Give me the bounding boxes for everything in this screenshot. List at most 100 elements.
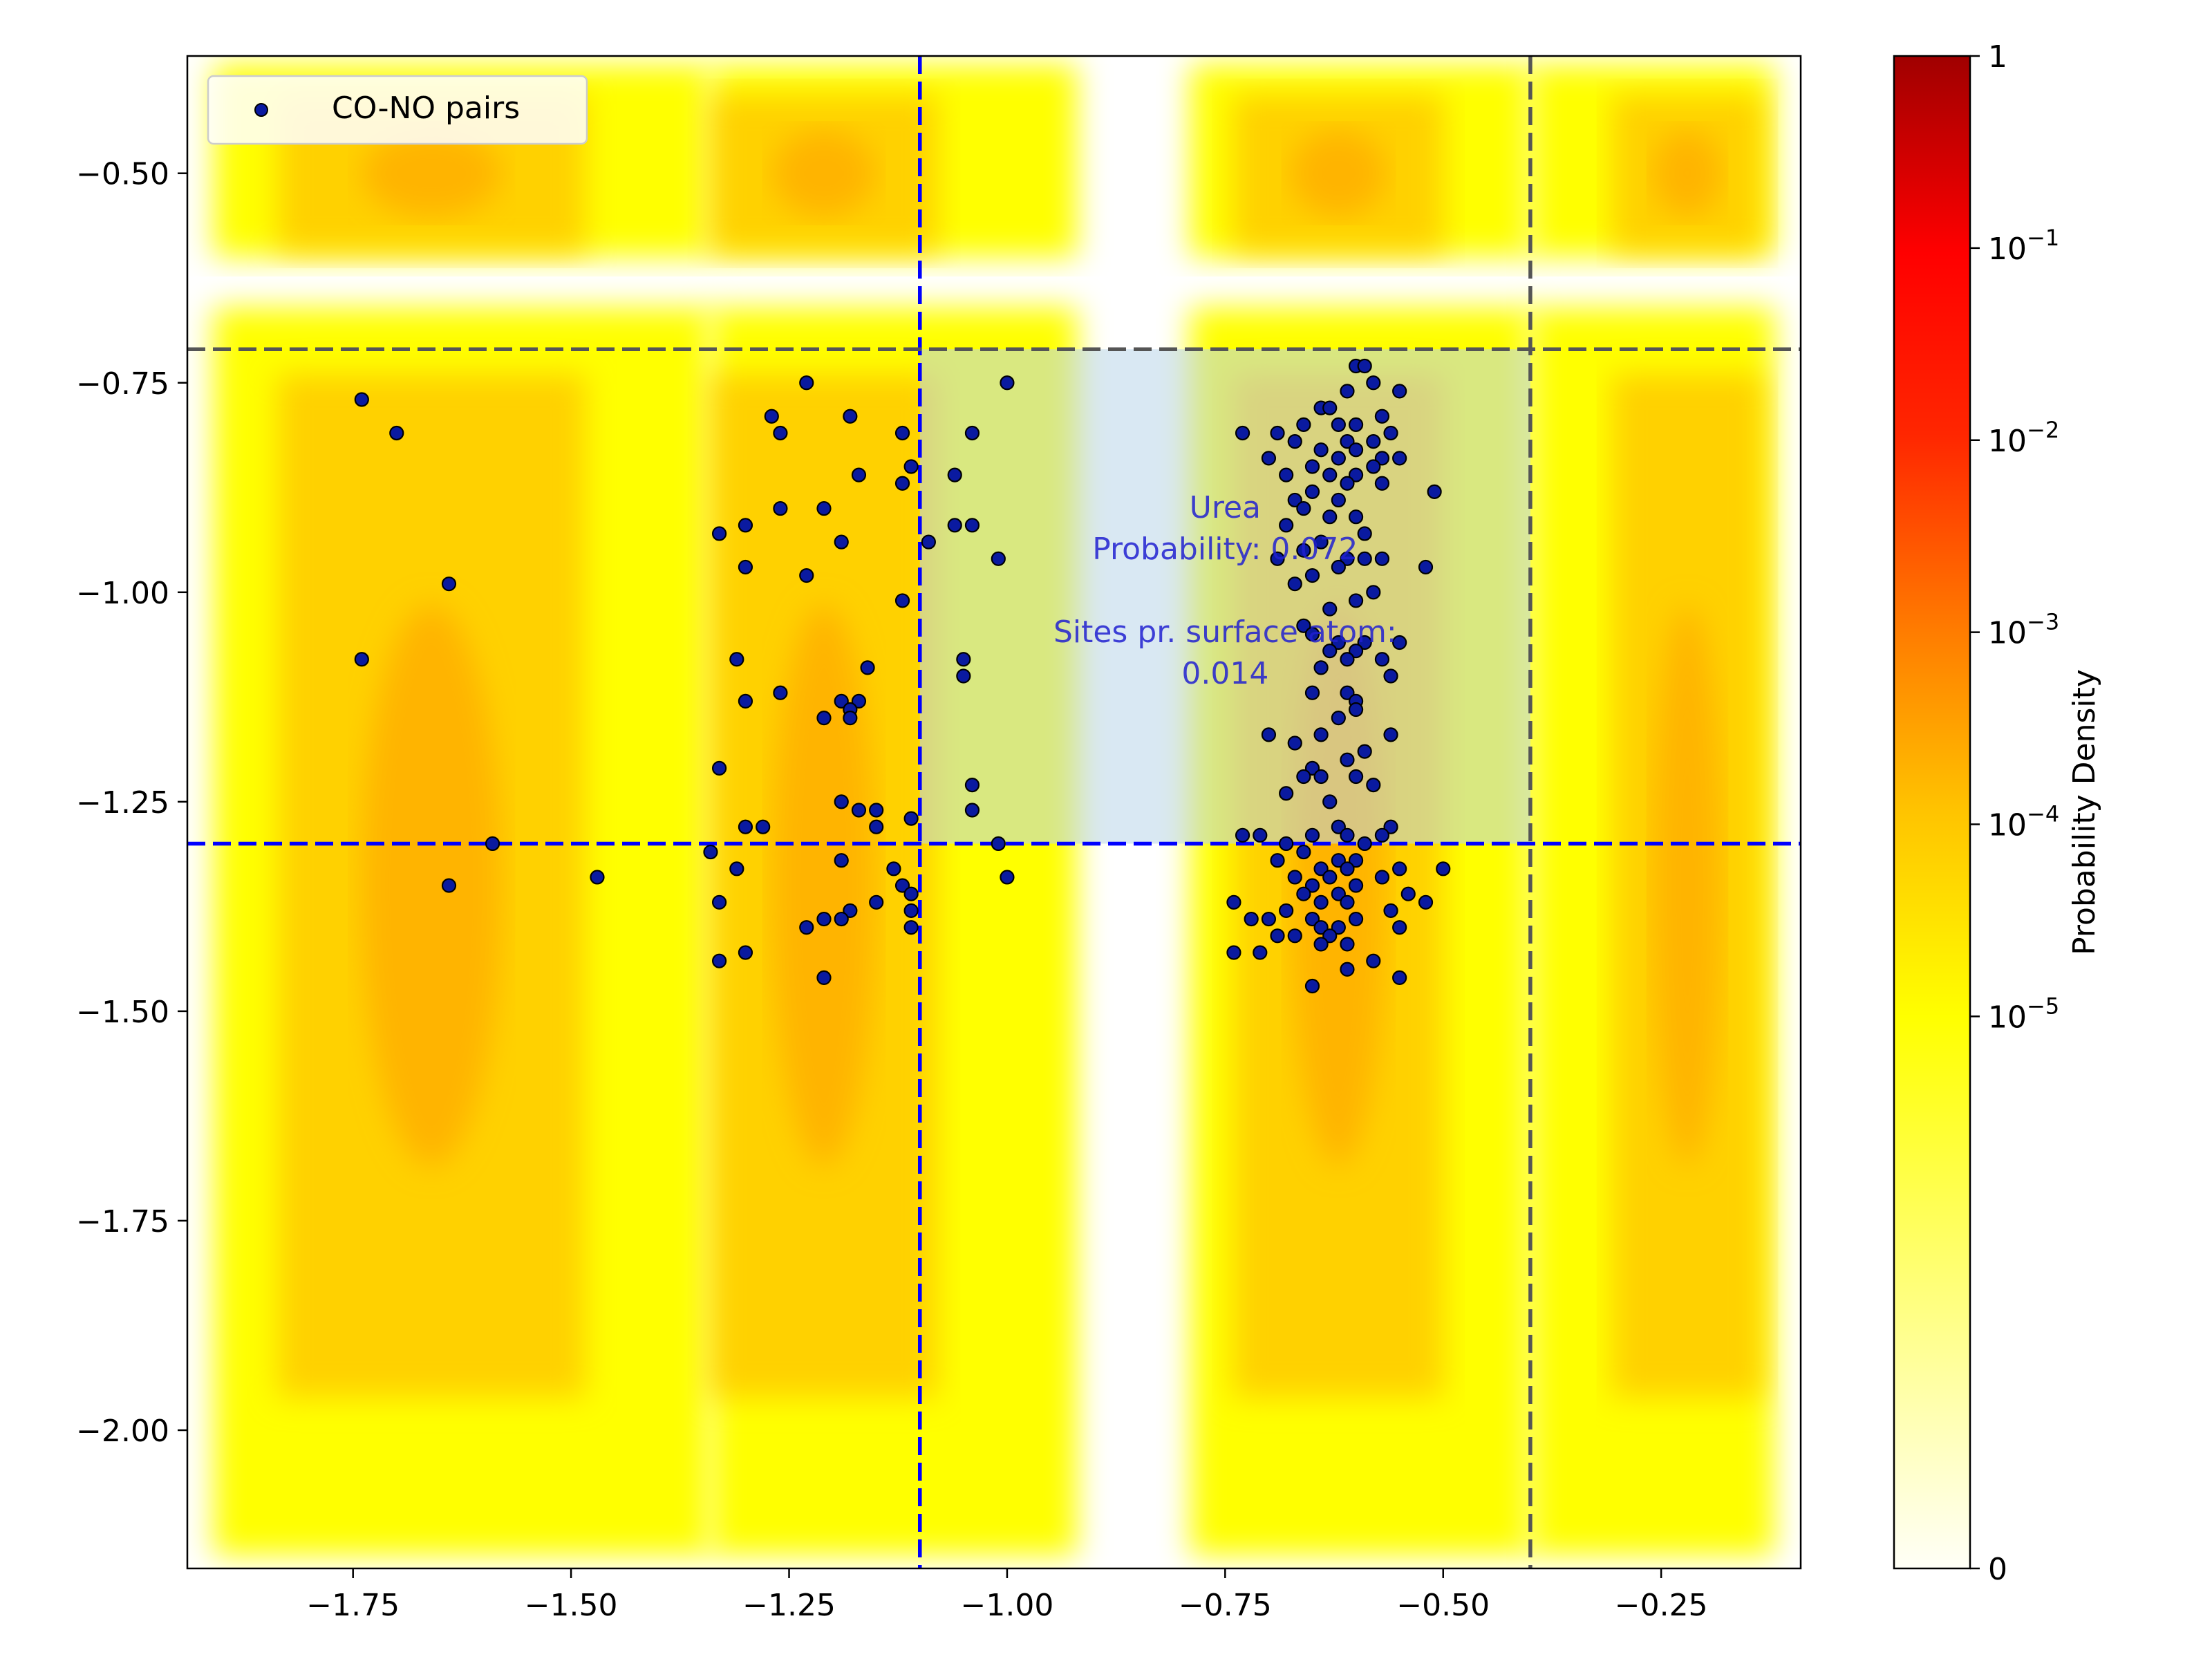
- scatter-point: [1357, 551, 1372, 566]
- scatter-point: [1348, 878, 1364, 893]
- scatter-point: [1313, 660, 1329, 675]
- scatter-point: [711, 894, 727, 910]
- scatter-point: [1296, 844, 1311, 860]
- scatter-point: [1331, 711, 1346, 726]
- scatter-point: [894, 593, 910, 608]
- scatter-point: [860, 660, 875, 675]
- scatter-point: [1304, 978, 1320, 994]
- y-tick-label: −1.00: [76, 576, 169, 611]
- scatter-point: [1331, 417, 1346, 432]
- scatter-points: [354, 358, 1451, 994]
- scatter-point: [1279, 786, 1294, 801]
- scatter-point: [1253, 827, 1268, 843]
- scatter-point: [1383, 819, 1398, 834]
- colorbar-gradient: [1893, 55, 1971, 1570]
- colorbar-tick-label: 10−3: [1988, 609, 2059, 651]
- scatter-point: [764, 409, 779, 424]
- heatmap-cell-peak: [362, 604, 501, 1167]
- scatter-point: [1374, 827, 1390, 843]
- scatter-point: [1270, 551, 1285, 566]
- scatter-point: [834, 911, 849, 927]
- scatter-point: [1357, 635, 1372, 650]
- scatter-point: [1427, 484, 1442, 499]
- heatmap-cell-peak: [772, 604, 876, 1167]
- scatter-point: [956, 668, 971, 684]
- scatter-point: [1340, 652, 1355, 667]
- scatter-point: [1313, 920, 1329, 935]
- scatter-point: [1366, 459, 1381, 474]
- scatter-point: [1313, 894, 1329, 910]
- scatter-point: [1366, 585, 1381, 600]
- scatter-point: [1313, 769, 1329, 785]
- scatter-point: [956, 652, 971, 667]
- scatter-point: [773, 685, 788, 700]
- legend: CO-NO pairs: [207, 75, 588, 145]
- scatter-point: [1374, 451, 1390, 466]
- scatter-point: [1383, 425, 1398, 441]
- x-axis: −1.75 −1.50 −1.25 −1.00 −0.75 −0.50 −0.25: [306, 1568, 1708, 1623]
- plot-frame: [186, 55, 1802, 1570]
- scatter-point: [1279, 467, 1294, 482]
- scatter-point: [738, 518, 753, 533]
- heatmap-cell-peak: [1291, 129, 1387, 217]
- scatter-point: [1348, 644, 1364, 659]
- scatter-point: [1000, 375, 1015, 391]
- scatter-point: [1322, 644, 1338, 659]
- x-tick-label: −0.25: [1615, 1588, 1708, 1623]
- scatter-point: [1366, 434, 1381, 449]
- scatter-point: [1322, 870, 1338, 885]
- scatter-point: [834, 853, 849, 868]
- scatter-point: [729, 861, 744, 877]
- scatter-point: [1331, 853, 1346, 868]
- scatter-point: [1296, 417, 1311, 432]
- x-tick-label: −1.25: [742, 1588, 836, 1623]
- scatter-point: [1374, 409, 1390, 424]
- scatter-point: [1313, 937, 1329, 952]
- scatter-point: [964, 518, 980, 533]
- urea-region: [919, 349, 1530, 844]
- scatter-point: [1322, 794, 1338, 809]
- scatter-point: [1304, 626, 1320, 642]
- x-tick-label: −1.00: [961, 1588, 1054, 1623]
- scatter-point: [1340, 962, 1355, 977]
- scatter-point: [869, 894, 884, 910]
- scatter-point: [1348, 769, 1364, 785]
- scatter-point: [1304, 685, 1320, 700]
- scatter-point: [1279, 903, 1294, 919]
- y-axis: −0.50 −0.75 −1.00 −1.25 −1.50 −1.75 −2.00: [76, 157, 187, 1449]
- heatmap: [213, 64, 1775, 1556]
- scatter-point: [1226, 945, 1241, 960]
- scatter-point: [1340, 685, 1355, 700]
- scatter-point: [1253, 945, 1268, 960]
- scatter-point: [1357, 358, 1372, 374]
- scatter-point: [1304, 760, 1320, 776]
- scatter-point: [1304, 484, 1320, 499]
- scatter-point: [1331, 920, 1346, 935]
- scatter-point: [886, 861, 901, 877]
- scatter-point: [1400, 886, 1416, 901]
- scatter-point: [903, 811, 919, 826]
- scatter-point: [947, 467, 962, 482]
- scatter-point: [441, 577, 457, 592]
- scatter-point: [738, 945, 753, 960]
- scatter-point: [894, 878, 910, 893]
- scatter-point: [1244, 911, 1259, 927]
- scatter-point: [1287, 492, 1302, 508]
- scatter-point: [1383, 903, 1398, 919]
- scatter-point: [1374, 551, 1390, 566]
- scatter-point: [1304, 878, 1320, 893]
- legend-box: [207, 75, 588, 145]
- scatter-point: [1331, 559, 1346, 575]
- scatter-point: [1313, 534, 1329, 550]
- scatter-point: [1279, 518, 1294, 533]
- scatter-point: [799, 568, 814, 583]
- scatter-point: [1348, 467, 1364, 482]
- scatter-point: [729, 652, 744, 667]
- scatter-point: [1304, 827, 1320, 843]
- scatter-point: [1287, 928, 1302, 944]
- y-tick-label: −0.50: [76, 157, 169, 192]
- heatmap-cell-peak: [362, 129, 501, 217]
- scatter-point: [1366, 778, 1381, 793]
- scatter-point: [851, 467, 867, 482]
- scatter-point: [834, 693, 849, 709]
